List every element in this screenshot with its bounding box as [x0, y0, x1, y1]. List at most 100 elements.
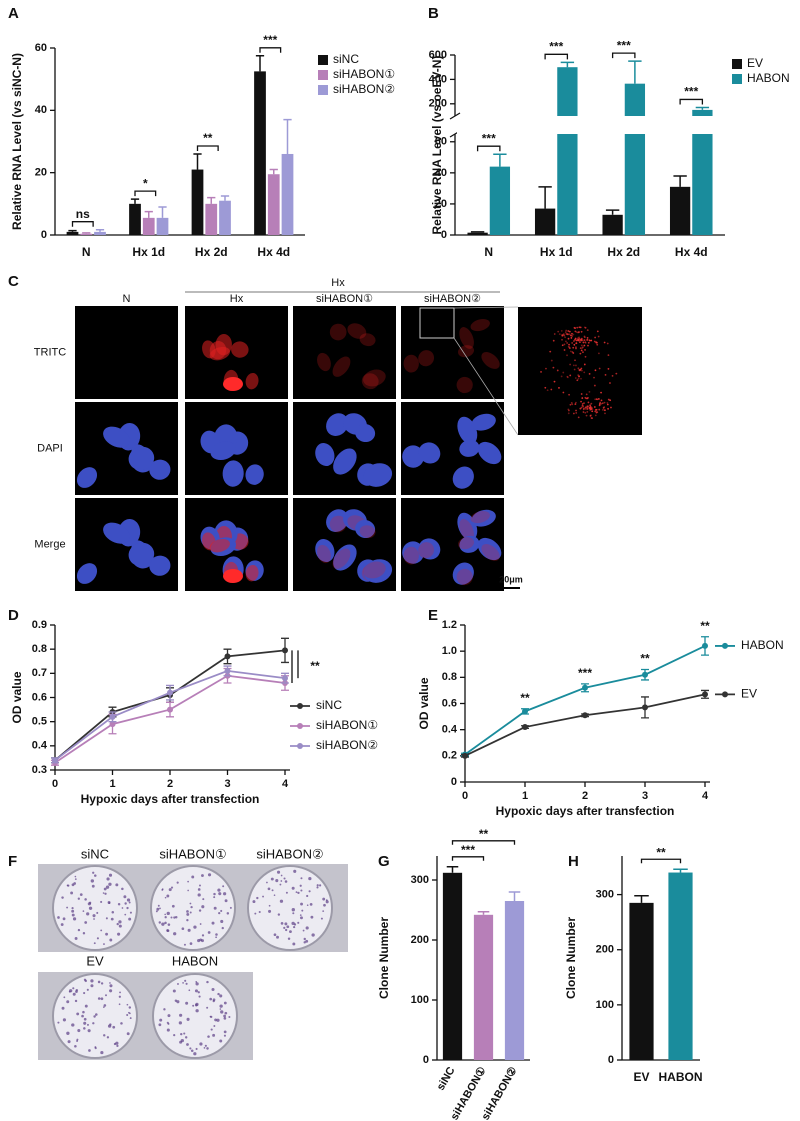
- colony: [118, 1003, 121, 1006]
- nucleus: [128, 446, 155, 471]
- colony: [275, 879, 279, 883]
- zoom-dot: [583, 326, 586, 329]
- point: [702, 691, 708, 698]
- colony: [223, 1014, 226, 1018]
- significance-label: ***: [482, 131, 496, 145]
- colony: [187, 928, 191, 932]
- legend-label: siHABON②: [333, 82, 395, 96]
- colony: [91, 884, 95, 888]
- zoom-dot: [593, 384, 596, 387]
- y-tick-label: 0: [441, 229, 447, 241]
- colony: [283, 926, 286, 929]
- panel-letter: E: [428, 607, 438, 624]
- colony: [100, 929, 103, 932]
- colony: [66, 906, 69, 909]
- colony: [297, 921, 300, 924]
- colony: [270, 877, 274, 881]
- colony: [120, 1022, 123, 1025]
- zoom-dot: [575, 342, 578, 345]
- bar: [504, 901, 525, 1060]
- zoom-dot: [581, 397, 584, 399]
- zoom-dot: [570, 337, 573, 339]
- zoom-dot: [552, 339, 555, 342]
- colony: [214, 1018, 218, 1022]
- colony: [66, 1000, 70, 1004]
- zoom-dot: [561, 344, 564, 347]
- point: [52, 757, 58, 764]
- zoom-dot: [566, 333, 569, 335]
- error-bar: [68, 229, 77, 232]
- panel-letter: F: [8, 853, 17, 870]
- bar: [191, 169, 204, 235]
- error-bar: [82, 232, 91, 234]
- zoom-lines: [453, 306, 519, 436]
- nucleus: [471, 413, 496, 431]
- tritc-signal: [317, 544, 331, 564]
- tritc-signal: [418, 350, 435, 367]
- colony: [299, 914, 302, 916]
- row-label: DAPI: [37, 442, 63, 454]
- colony: [217, 992, 220, 996]
- colony: [168, 888, 172, 892]
- zoom-dot: [607, 354, 610, 356]
- colony: [223, 1030, 227, 1034]
- legend-marker: [297, 723, 303, 729]
- bar: [557, 67, 578, 235]
- significance-label: **: [479, 827, 489, 841]
- x-axis-label: Hypoxic days after transfection: [496, 804, 675, 818]
- y-tick-label: 0.7: [32, 667, 47, 679]
- colony: [192, 1004, 195, 1007]
- colony: [93, 918, 95, 920]
- colony: [303, 941, 306, 944]
- zoom-dot: [595, 411, 598, 414]
- colony: [117, 932, 121, 936]
- dish-label: siNC: [81, 846, 109, 861]
- point: [702, 642, 708, 649]
- zoom-dot: [604, 373, 607, 376]
- significance-bracket: [134, 190, 157, 197]
- colony: [116, 1044, 119, 1048]
- zoom-dot: [598, 404, 601, 407]
- zoom-dot: [584, 411, 587, 414]
- zoom-dot: [615, 372, 618, 375]
- bar: [66, 231, 79, 235]
- colony: [88, 906, 93, 910]
- significance-bracket: [71, 221, 94, 227]
- line: [464, 693, 706, 757]
- zoom-dot: [609, 399, 612, 402]
- zoom-dot: [556, 369, 559, 372]
- nucleus: [76, 563, 98, 584]
- zoom-dot: [593, 340, 596, 343]
- colony: [115, 1041, 119, 1045]
- tritc-signal: [359, 333, 376, 347]
- zoom-dot: [583, 363, 586, 366]
- colony: [109, 984, 113, 988]
- error-bar: [673, 868, 688, 873]
- nucleus: [459, 439, 480, 457]
- colony: [323, 903, 326, 907]
- colony: [103, 887, 107, 891]
- error-bar: [446, 866, 459, 873]
- zoom-dot: [577, 339, 579, 341]
- colony: [90, 984, 94, 988]
- zoom-dot: [587, 396, 589, 399]
- zoom-dot: [566, 333, 569, 336]
- legend-label: HABON: [747, 71, 790, 85]
- colony: [187, 889, 189, 892]
- zoom-dot: [565, 333, 568, 335]
- zoom-dot: [580, 344, 583, 347]
- point: [642, 704, 648, 711]
- zoom-dot: [572, 333, 575, 336]
- point: [224, 667, 231, 674]
- zoom-dot: [586, 405, 589, 408]
- colony: [221, 926, 224, 930]
- colony: [84, 979, 88, 983]
- error-bar: [207, 196, 216, 204]
- zoom-dot: [573, 326, 576, 329]
- dish: [247, 865, 333, 951]
- colony: [266, 881, 268, 884]
- tritc-signal: [470, 319, 490, 332]
- colony: [197, 939, 201, 943]
- colony: [198, 909, 202, 912]
- error-bar: [508, 891, 521, 901]
